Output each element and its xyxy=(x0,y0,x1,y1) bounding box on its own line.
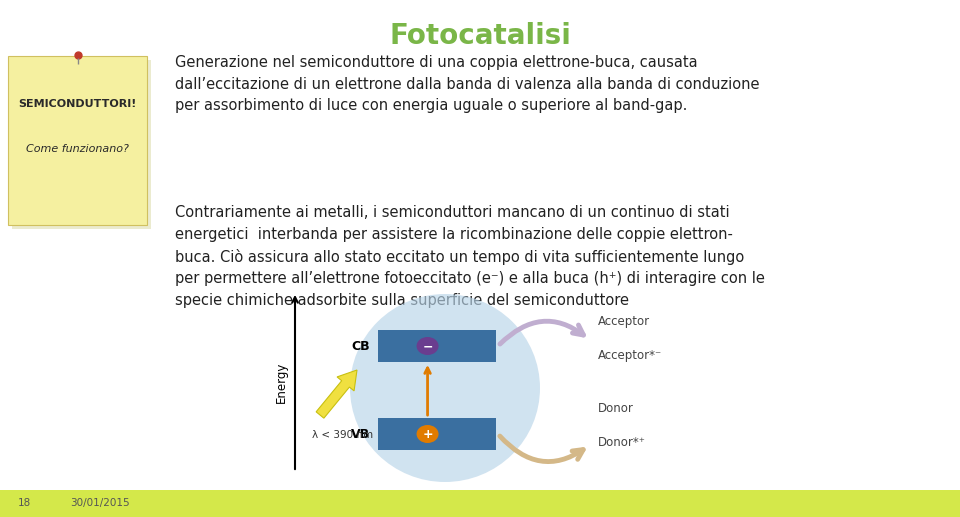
Bar xyxy=(378,330,496,362)
Text: SEMICONDUTTORI!: SEMICONDUTTORI! xyxy=(18,99,136,109)
Text: +: + xyxy=(422,429,433,442)
Text: Donor*⁺: Donor*⁺ xyxy=(598,436,646,449)
Text: λ < 390 nm: λ < 390 nm xyxy=(312,430,373,440)
Text: CB: CB xyxy=(351,340,370,353)
Text: Contrariamente ai metalli, i semiconduttori mancano di un continuo di stati
ener: Contrariamente ai metalli, i semicondutt… xyxy=(175,205,765,308)
Text: Come funzionano?: Come funzionano? xyxy=(26,144,129,154)
Text: 18: 18 xyxy=(18,498,32,508)
Text: 30/01/2015: 30/01/2015 xyxy=(70,498,130,508)
FancyArrow shape xyxy=(316,370,357,418)
Text: −: − xyxy=(422,341,433,354)
Ellipse shape xyxy=(417,425,439,443)
Text: Donor: Donor xyxy=(598,402,634,415)
Bar xyxy=(378,418,496,450)
Text: VB: VB xyxy=(350,428,370,440)
Text: Energy: Energy xyxy=(275,361,287,403)
FancyBboxPatch shape xyxy=(12,60,151,229)
Ellipse shape xyxy=(417,337,439,355)
Ellipse shape xyxy=(350,294,540,482)
FancyBboxPatch shape xyxy=(8,56,147,225)
Text: Fotocatalisi: Fotocatalisi xyxy=(389,22,571,50)
Bar xyxy=(0,490,960,517)
Text: Acceptor: Acceptor xyxy=(598,315,650,328)
Text: Acceptor*⁻: Acceptor*⁻ xyxy=(598,348,662,361)
Text: Generazione nel semiconduttore di una coppia elettrone-buca, causata
dall’eccita: Generazione nel semiconduttore di una co… xyxy=(175,55,759,113)
